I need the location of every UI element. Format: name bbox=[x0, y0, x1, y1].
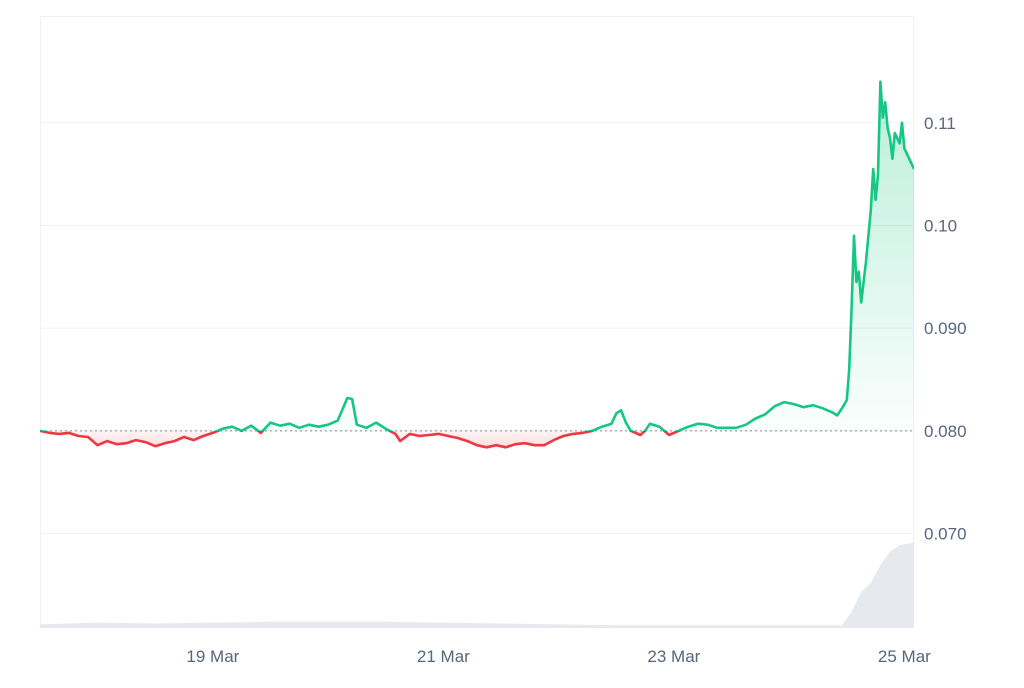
x-tick-label: 23 Mar bbox=[647, 647, 700, 666]
area-fill-up bbox=[40, 81, 914, 431]
plot-frame bbox=[40, 16, 914, 628]
x-tick-label: 25 Mar bbox=[878, 647, 931, 666]
y-tick-label: 0.10 bbox=[924, 216, 957, 235]
x-tick-label: 19 Mar bbox=[186, 647, 239, 666]
gridlines bbox=[40, 122, 914, 535]
price-line-layer bbox=[40, 80, 914, 449]
area-fill-down bbox=[40, 431, 679, 448]
x-tick-label: 21 Mar bbox=[417, 647, 470, 666]
price-fill-layer bbox=[40, 81, 914, 448]
x-axis-ticks: 19 Mar 21 Mar 23 Mar 25 Mar bbox=[186, 647, 931, 666]
price-line-up bbox=[40, 80, 914, 431]
y-tick-label: 0.090 bbox=[924, 319, 967, 338]
y-axis-ticks: 0.070 0.080 0.090 0.10 0.11 bbox=[924, 114, 967, 544]
volume-area bbox=[40, 542, 914, 628]
volume-area-layer bbox=[40, 542, 914, 628]
y-tick-label: 0.070 bbox=[924, 525, 967, 544]
y-tick-label: 0.11 bbox=[924, 114, 956, 133]
y-tick-label: 0.080 bbox=[924, 422, 967, 441]
price-line-down bbox=[40, 431, 682, 449]
